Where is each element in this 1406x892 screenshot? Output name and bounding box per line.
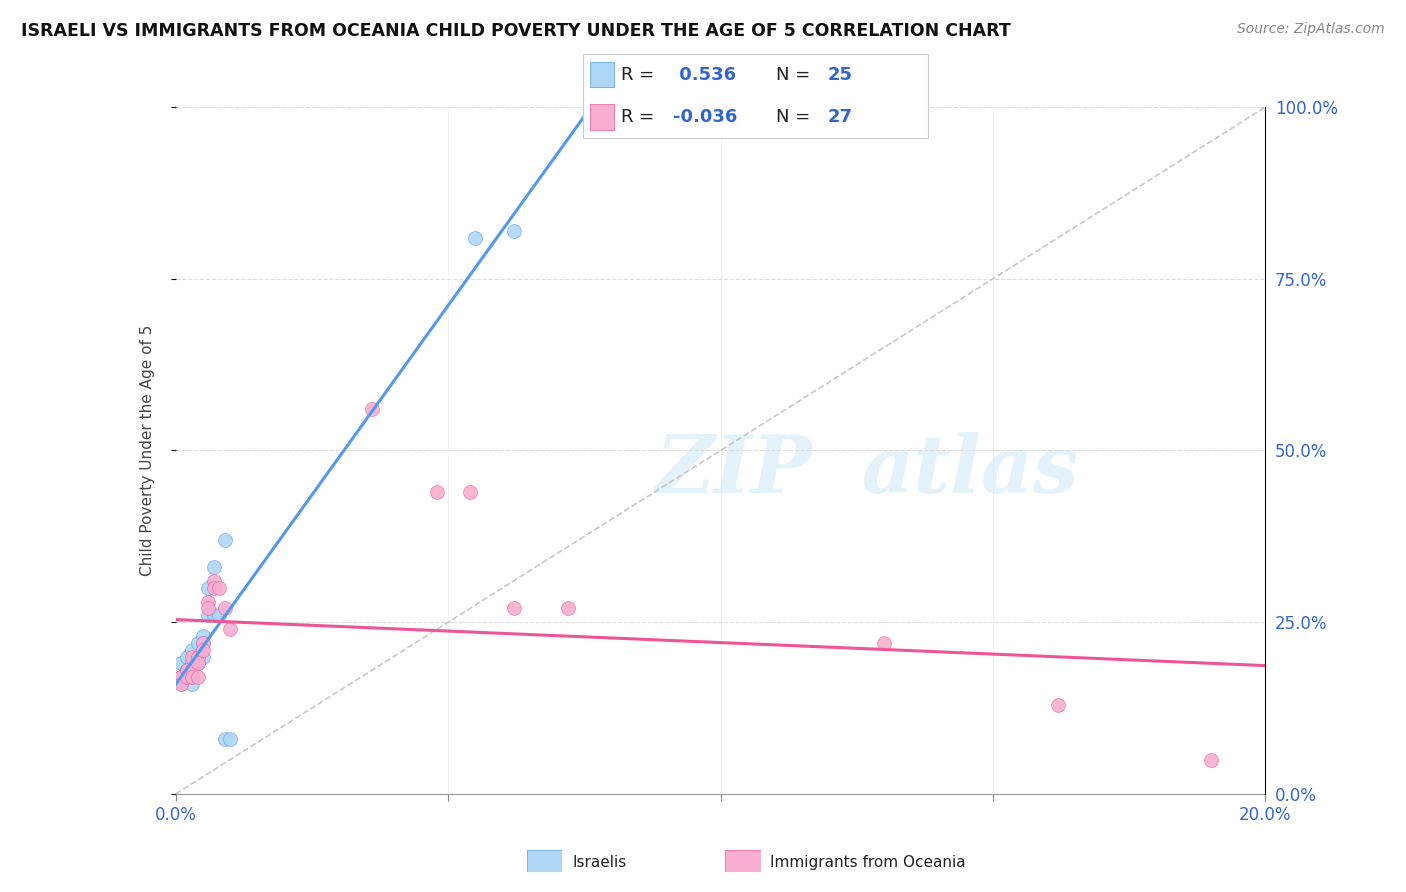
Text: 25: 25: [828, 66, 853, 84]
Point: [176, 670, 198, 684]
Text: 0.536: 0.536: [673, 66, 737, 84]
Point: [557, 601, 579, 615]
Point: [191, 636, 214, 650]
Text: -0.036: -0.036: [673, 108, 737, 126]
Point: [181, 677, 204, 691]
Point: [458, 484, 481, 499]
Point: [202, 581, 225, 595]
Point: [219, 731, 242, 746]
Point: [426, 484, 449, 499]
Point: [186, 649, 209, 664]
Point: [1199, 753, 1222, 767]
Text: Israelis: Israelis: [572, 855, 627, 870]
Point: [186, 636, 209, 650]
FancyBboxPatch shape: [591, 62, 614, 87]
Point: [197, 581, 219, 595]
Point: [176, 663, 198, 677]
Point: [186, 657, 209, 671]
Point: [191, 636, 214, 650]
Point: [186, 657, 209, 671]
Point: [214, 533, 236, 547]
Point: [170, 677, 193, 691]
Point: [360, 402, 382, 417]
Text: N =: N =: [776, 108, 817, 126]
Point: [186, 670, 209, 684]
Y-axis label: Child Poverty Under the Age of 5: Child Poverty Under the Age of 5: [141, 325, 155, 576]
Point: [181, 657, 204, 671]
Point: [873, 636, 896, 650]
Text: N =: N =: [776, 66, 817, 84]
Point: [202, 574, 225, 588]
Point: [191, 642, 214, 657]
Point: [208, 581, 231, 595]
Point: [219, 622, 242, 636]
Point: [170, 677, 193, 691]
Point: [197, 594, 219, 608]
Point: [176, 649, 198, 664]
Point: [197, 601, 219, 615]
FancyBboxPatch shape: [527, 850, 562, 872]
Text: ISRAELI VS IMMIGRANTS FROM OCEANIA CHILD POVERTY UNDER THE AGE OF 5 CORRELATION : ISRAELI VS IMMIGRANTS FROM OCEANIA CHILD…: [21, 22, 1011, 40]
Point: [181, 642, 204, 657]
Point: [502, 601, 524, 615]
Point: [191, 649, 214, 664]
Text: R =: R =: [621, 108, 661, 126]
Point: [186, 649, 209, 664]
Point: [202, 560, 225, 574]
FancyBboxPatch shape: [591, 104, 614, 130]
Point: [214, 731, 236, 746]
Text: atlas: atlas: [862, 433, 1080, 510]
Point: [191, 629, 214, 643]
Point: [202, 608, 225, 623]
FancyBboxPatch shape: [583, 54, 928, 138]
Point: [176, 663, 198, 677]
Point: [170, 670, 193, 684]
Point: [181, 649, 204, 664]
Point: [170, 670, 193, 684]
Point: [464, 230, 486, 244]
Point: [502, 224, 524, 238]
Point: [170, 657, 193, 671]
Point: [181, 663, 204, 677]
Text: Immigrants from Oceania: Immigrants from Oceania: [770, 855, 966, 870]
FancyBboxPatch shape: [725, 850, 761, 872]
Text: R =: R =: [621, 66, 661, 84]
Text: Source: ZipAtlas.com: Source: ZipAtlas.com: [1237, 22, 1385, 37]
Text: ZIP: ZIP: [655, 433, 813, 510]
Point: [197, 608, 219, 623]
Point: [208, 608, 231, 623]
Point: [1047, 698, 1070, 712]
Point: [176, 670, 198, 684]
Text: 27: 27: [828, 108, 853, 126]
Point: [214, 601, 236, 615]
Point: [181, 670, 204, 684]
